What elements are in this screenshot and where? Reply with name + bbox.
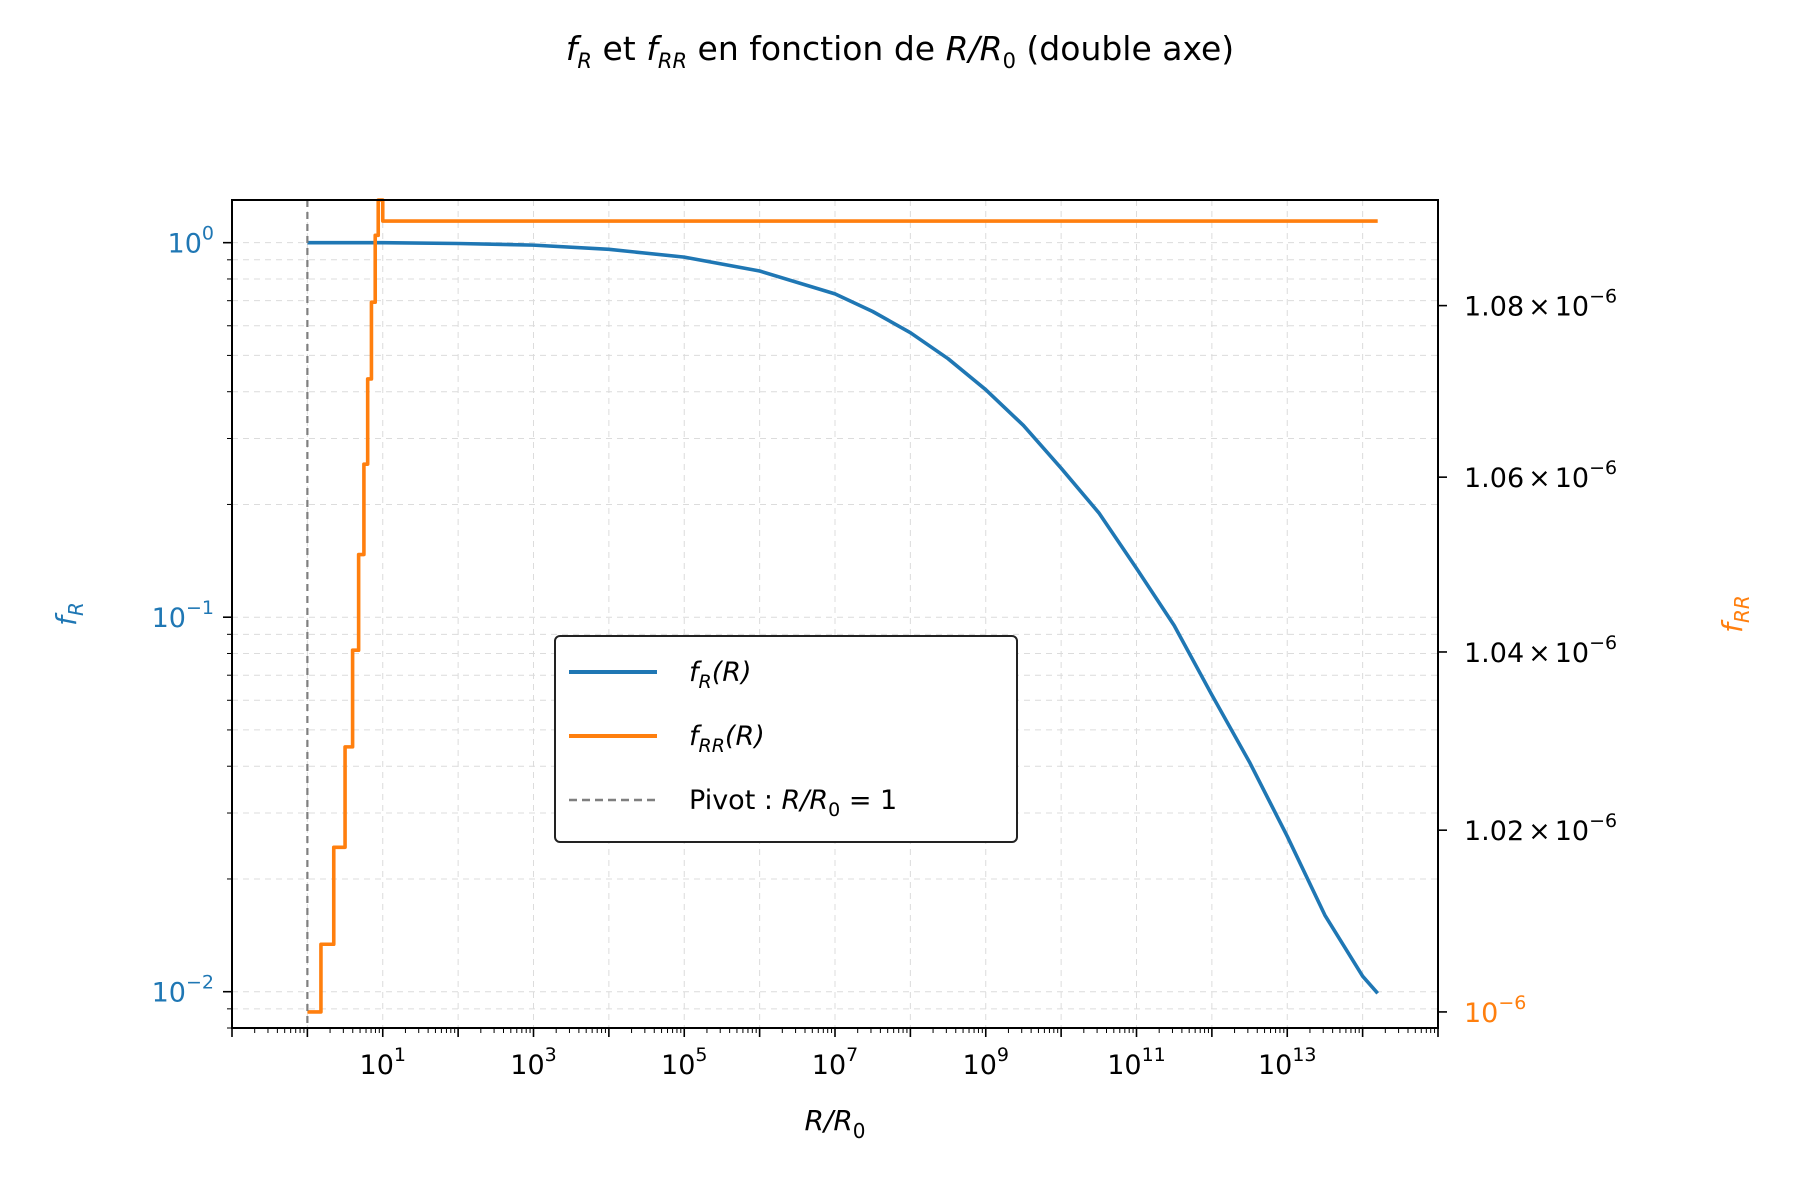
x-axis-label: R/R0 <box>804 1104 865 1143</box>
legend: fR(R) fRR(R) Pivot : R/R0 = 1 <box>554 635 1018 843</box>
series-line-frr <box>307 198 1378 1014</box>
x-tick-label: 103 <box>510 1044 556 1081</box>
x-axis: 101 103 105 107 109 1011 1013 <box>231 1028 1439 1081</box>
y-left-tick-label: 100 <box>168 223 214 260</box>
y-right-tick-label: 10−6 <box>1464 992 1526 1029</box>
y-right-tick-label: 1.04 × 10−6 <box>1464 632 1617 669</box>
x-tick-label: 1011 <box>1107 1044 1166 1081</box>
y-axis-label-right: fRR <box>1716 595 1754 633</box>
x-tick-label: 109 <box>963 1044 1009 1081</box>
legend-box <box>554 635 1018 843</box>
x-tick-label: 105 <box>661 1044 707 1081</box>
chart-title: fR et fRR en fonction de R/R0 (double ax… <box>566 29 1234 73</box>
series-line-fr <box>307 240 1380 995</box>
y-left-tick-label: 10−1 <box>152 597 214 634</box>
y-right-tick-label: 1.06 × 10−6 <box>1464 457 1617 494</box>
y-axis-label-left: fR <box>50 602 88 626</box>
grid-lines <box>231 200 1439 1029</box>
y-left-tick-label: 10−2 <box>152 972 214 1009</box>
plot-area <box>306 198 1380 1028</box>
y-axis-left: 100 10−1 10−2 <box>152 223 232 1029</box>
y-right-tick-label: 1.08 × 10−6 <box>1464 286 1617 323</box>
legend-label-frr: fRR(R) <box>689 721 765 757</box>
x-tick-label: 101 <box>360 1044 406 1081</box>
x-tick-label: 107 <box>812 1044 858 1081</box>
y-right-tick-label: 1.02 × 10−6 <box>1464 810 1617 847</box>
legend-label-fr: fR(R) <box>689 657 752 693</box>
legend-label-pivot: Pivot : R/R0 = 1 <box>689 785 897 821</box>
y-axis-right: 1.08 × 10−6 1.06 × 10−6 1.04 × 10−6 1.02 × 10−6 10−6 <box>1438 286 1617 1029</box>
x-tick-label: 1013 <box>1258 1044 1317 1081</box>
